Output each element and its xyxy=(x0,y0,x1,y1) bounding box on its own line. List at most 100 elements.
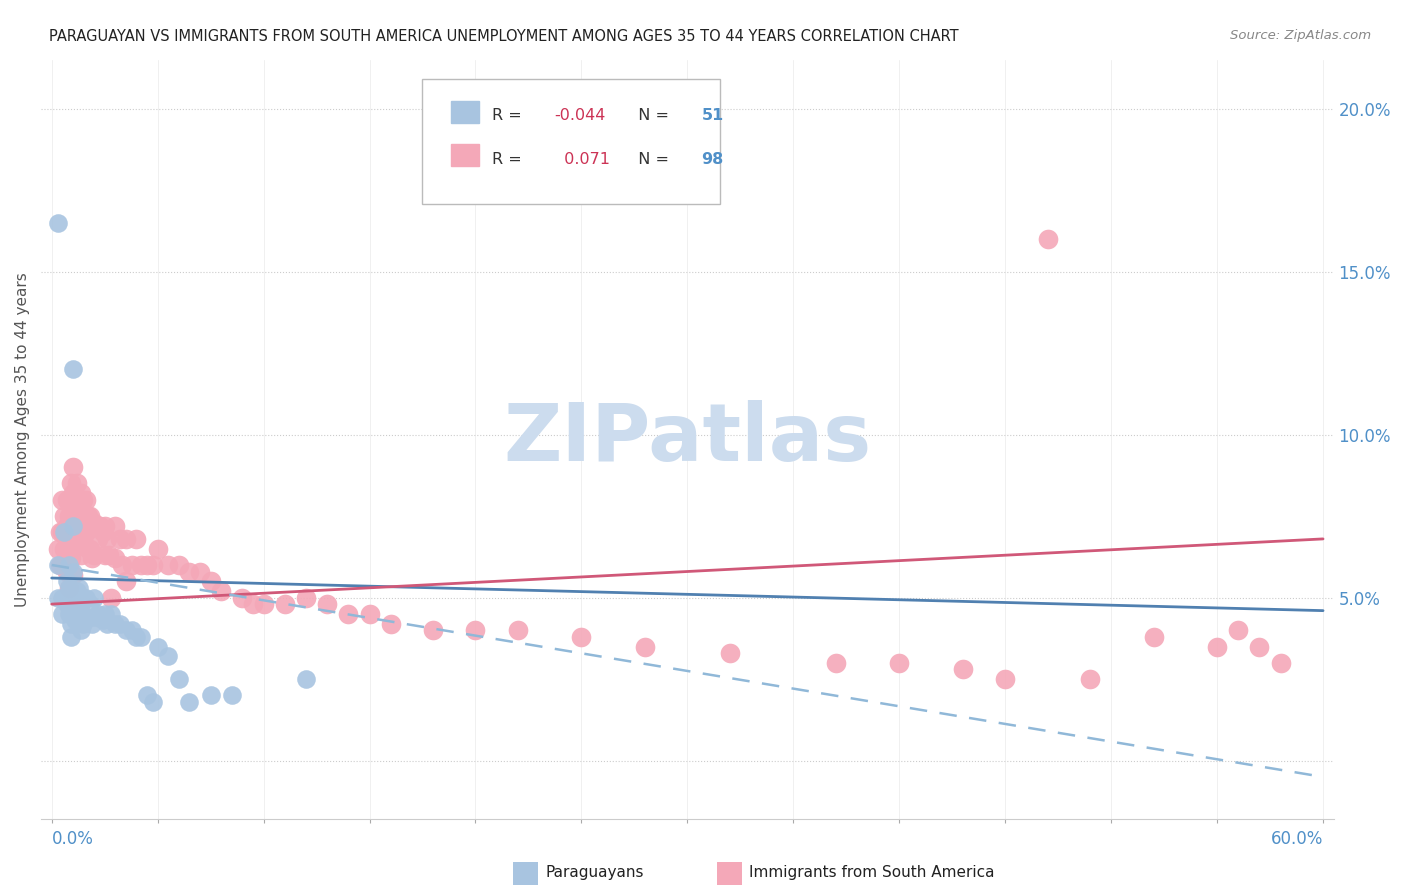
Point xyxy=(49,525,72,540)
Point xyxy=(91,525,114,540)
Point xyxy=(62,519,84,533)
Point xyxy=(1036,232,1059,246)
Point xyxy=(209,584,232,599)
Point xyxy=(79,597,101,611)
Point xyxy=(104,616,127,631)
Point xyxy=(100,607,122,621)
Point xyxy=(79,509,101,524)
Text: Paraguayans: Paraguayans xyxy=(546,865,644,880)
Point xyxy=(55,574,77,589)
Point xyxy=(70,516,93,530)
Point xyxy=(58,532,80,546)
Point xyxy=(63,525,86,540)
Text: 0.0%: 0.0% xyxy=(52,830,94,848)
Point xyxy=(83,610,105,624)
Point xyxy=(824,656,846,670)
Point xyxy=(295,591,318,605)
Point xyxy=(66,604,89,618)
Text: R =: R = xyxy=(492,108,527,123)
Point xyxy=(75,492,97,507)
Point xyxy=(252,597,274,611)
Point xyxy=(80,616,103,631)
Point xyxy=(58,607,80,621)
Point xyxy=(506,624,529,638)
Point xyxy=(200,689,222,703)
Point xyxy=(58,558,80,572)
Text: PARAGUAYAN VS IMMIGRANTS FROM SOUTH AMERICA UNEMPLOYMENT AMONG AGES 35 TO 44 YEA: PARAGUAYAN VS IMMIGRANTS FROM SOUTH AMER… xyxy=(49,29,959,44)
Point xyxy=(93,519,115,533)
Point xyxy=(70,597,93,611)
Point xyxy=(62,567,84,582)
Point xyxy=(51,558,73,572)
Point xyxy=(80,551,103,566)
Point xyxy=(1142,630,1164,644)
Point xyxy=(89,519,111,533)
Point xyxy=(75,591,97,605)
Point xyxy=(62,516,84,530)
Point xyxy=(67,500,90,514)
Point xyxy=(93,548,115,562)
Point xyxy=(93,607,115,621)
Point xyxy=(72,532,94,546)
Point xyxy=(58,558,80,572)
Point xyxy=(46,591,69,605)
Point xyxy=(422,624,444,638)
Point xyxy=(75,525,97,540)
Point xyxy=(380,616,402,631)
Point xyxy=(87,532,110,546)
Point xyxy=(59,551,82,566)
Point xyxy=(63,614,86,628)
Point xyxy=(121,624,143,638)
Point xyxy=(295,672,318,686)
Point xyxy=(889,656,911,670)
Point xyxy=(59,630,82,644)
Point xyxy=(66,476,89,491)
Bar xyxy=(451,101,479,123)
Point xyxy=(125,532,148,546)
Point xyxy=(83,548,105,562)
Point xyxy=(79,541,101,556)
Text: N =: N = xyxy=(628,108,673,123)
Point xyxy=(46,216,69,230)
Point xyxy=(157,649,180,664)
Point xyxy=(72,616,94,631)
Text: R =: R = xyxy=(492,152,527,167)
Point xyxy=(179,565,201,579)
Text: 98: 98 xyxy=(702,152,724,167)
Point xyxy=(96,532,118,546)
FancyBboxPatch shape xyxy=(422,78,720,204)
Point xyxy=(58,509,80,524)
Point xyxy=(464,624,486,638)
Point xyxy=(1206,640,1229,654)
Text: 0.071: 0.071 xyxy=(554,152,610,167)
Text: ZIPatlas: ZIPatlas xyxy=(503,401,872,478)
Point xyxy=(51,591,73,605)
Point xyxy=(115,574,138,589)
Point xyxy=(316,597,339,611)
Point xyxy=(104,551,127,566)
Point xyxy=(200,574,222,589)
Bar xyxy=(451,145,479,166)
Point xyxy=(1227,624,1250,638)
Text: 60.0%: 60.0% xyxy=(1271,830,1323,848)
Point xyxy=(104,519,127,533)
Point xyxy=(53,525,76,540)
Point xyxy=(167,558,190,572)
Point xyxy=(167,672,190,686)
Point xyxy=(62,565,84,579)
Point xyxy=(62,486,84,500)
Point xyxy=(97,548,120,562)
Point xyxy=(62,362,84,376)
Point xyxy=(46,541,69,556)
Point xyxy=(51,492,73,507)
Point xyxy=(80,519,103,533)
Point xyxy=(108,616,131,631)
Point xyxy=(96,616,118,631)
Point xyxy=(53,509,76,524)
Point xyxy=(125,630,148,644)
Point xyxy=(634,640,657,654)
Point xyxy=(221,689,243,703)
Point xyxy=(55,597,77,611)
Text: Immigrants from South America: Immigrants from South America xyxy=(749,865,995,880)
Point xyxy=(66,584,89,599)
